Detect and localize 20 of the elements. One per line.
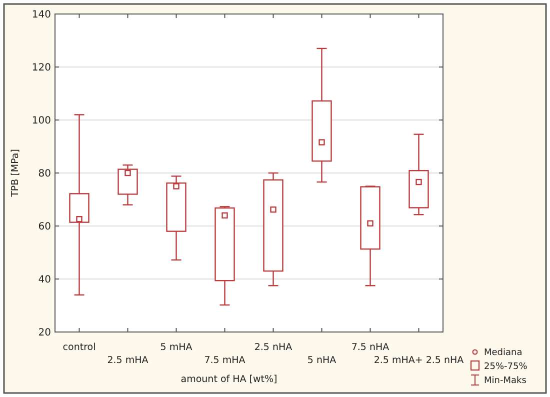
x-tick-label: 7.5 nHA	[351, 342, 390, 353]
x-tick-label: 2.5 nHA	[254, 342, 293, 353]
x-tick-label: 7.5 mHA	[204, 355, 246, 366]
text: 25%-75%	[484, 362, 528, 372]
y-tick-label: 40	[38, 274, 51, 286]
y-tick-label: 140	[32, 10, 51, 20]
y-tick-label: 60	[38, 222, 51, 232]
x-tick-label: 2.5 mHA+ 2.5 nHA	[374, 355, 464, 366]
x-tick-label: control	[62, 342, 96, 353]
y-tick-label: 20	[38, 328, 51, 338]
x-tick-label: 5 nHA	[307, 355, 337, 366]
x-axis-title: amount of HA [wt%]	[180, 374, 278, 385]
x-tick-label: 5 mHA	[160, 342, 193, 353]
y-tick-label: 80	[38, 168, 51, 180]
y-tick-label: 120	[32, 62, 51, 74]
text: Min-Maks	[484, 376, 527, 386]
y-tick-label: 100	[32, 116, 51, 126]
text: Mediana	[484, 348, 522, 358]
y-axis-title: TPB [MPa]	[10, 149, 21, 198]
x-tick-label: 2.5 mHA	[107, 355, 149, 366]
